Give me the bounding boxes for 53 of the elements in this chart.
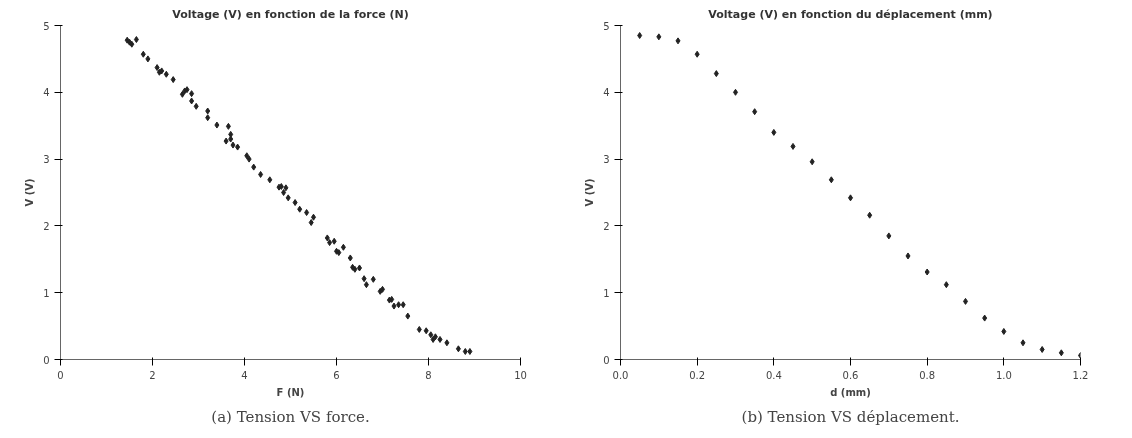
y-tick-label: 4 [43, 87, 50, 99]
x-tick-label: 4 [241, 369, 248, 381]
y-axis-title: V (V) [584, 178, 596, 207]
y-tick-label: 2 [603, 220, 610, 232]
y-tick-label: 0 [603, 354, 610, 366]
point [656, 33, 662, 41]
point [943, 281, 949, 289]
x-tick-label: 0.0 [612, 369, 629, 381]
x-tick-label: 0.6 [842, 369, 859, 381]
point [790, 142, 796, 150]
chart-title: Voltage (V) en fonction du déplacement (mm) [708, 7, 993, 21]
x-tick-label: 0.4 [765, 369, 782, 381]
x-tick-label: 10 [514, 369, 527, 381]
point [886, 232, 892, 240]
y-tick-label: 4 [603, 87, 610, 99]
x-tick-label: 2 [149, 369, 156, 381]
point [694, 50, 700, 58]
y-tick-label: 2 [43, 220, 50, 232]
y-tick-label: 1 [43, 287, 50, 299]
y-tick-label: 3 [603, 154, 610, 166]
text: (b) Tension VS déplacement. [741, 407, 960, 426]
text: (a) Tension VS force. [211, 407, 370, 426]
point [924, 268, 930, 276]
x-tick-label: 1.2 [1072, 369, 1089, 381]
x-tick-label: 0.2 [689, 369, 706, 381]
point [637, 32, 643, 40]
chart-title: Voltage (V) en fonction de la force (N) [172, 7, 409, 21]
y-axis-title: V (V) [24, 178, 36, 207]
x-tick-label: 1.0 [995, 369, 1012, 381]
point [867, 211, 873, 219]
x-tick-label: 0.8 [919, 369, 936, 381]
point [1020, 339, 1026, 347]
point [752, 108, 758, 116]
x-tick-label: 8 [425, 369, 432, 381]
x-tick-label: 6 [333, 369, 340, 381]
x-axis-title: F (N) [276, 386, 305, 398]
point [1058, 349, 1064, 357]
point [713, 70, 719, 78]
y-tick-label: 5 [603, 20, 610, 32]
point [1001, 327, 1007, 335]
y-tick-label: 5 [43, 20, 50, 32]
point [675, 37, 681, 45]
point [982, 314, 988, 322]
point [828, 176, 834, 184]
y-tick-label: 0 [43, 354, 50, 366]
point [905, 252, 911, 260]
y-tick-label: 1 [603, 287, 610, 299]
point [809, 158, 815, 166]
point [1039, 345, 1045, 353]
y-tick-label: 3 [43, 154, 50, 166]
x-tick-label: 0 [57, 369, 64, 381]
point [771, 128, 777, 136]
x-axis-title: d (mm) [830, 386, 871, 398]
